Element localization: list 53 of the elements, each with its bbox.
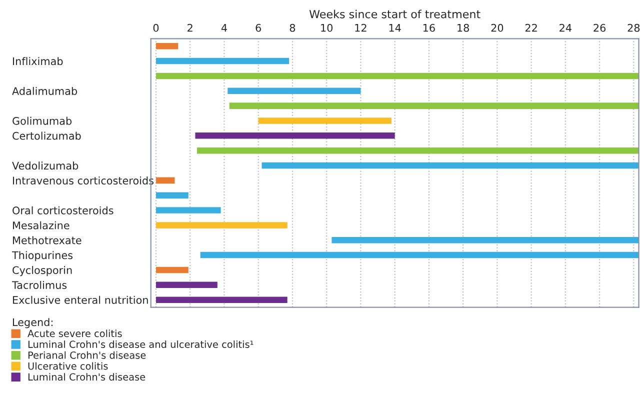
y-tick-label: Mesalazine xyxy=(13,221,70,230)
y-tick-label: Adalimumab xyxy=(12,86,78,95)
x-tick-label: 10 xyxy=(321,24,333,32)
x-tick-label: 24 xyxy=(560,24,572,32)
bar xyxy=(262,162,639,169)
bar xyxy=(156,207,221,214)
bar xyxy=(156,296,288,303)
legend-label: Ulcerative colitis xyxy=(28,362,108,370)
bar xyxy=(156,266,188,274)
bar xyxy=(156,177,175,184)
bar xyxy=(258,118,392,124)
legend-label: Luminal Crohn's disease xyxy=(28,373,146,381)
x-tick-label: 8 xyxy=(290,24,296,32)
x-tick-label: 18 xyxy=(458,24,469,32)
x-tick-label: 4 xyxy=(221,24,227,32)
y-tick-label: Cyclosporin xyxy=(12,266,72,276)
x-axis-title: Weeks since start of treatment xyxy=(309,10,480,18)
legend-label: Acute severe colitis xyxy=(28,330,122,338)
y-tick-label: Vedolizumab xyxy=(12,162,78,170)
bar xyxy=(156,42,178,50)
bar xyxy=(156,72,639,80)
y-tick-label: Methotrexate xyxy=(13,236,82,244)
x-tick-label: 26 xyxy=(594,24,606,32)
bar xyxy=(200,252,639,258)
y-tick-label: Exclusive enteral nutrition xyxy=(13,296,148,304)
x-tick-label: 28 xyxy=(628,24,640,32)
y-tick-label: Intravenous corticosteroids xyxy=(13,176,154,185)
x-tick-label: 0 xyxy=(153,24,159,32)
y-tick-label: Golimumab xyxy=(12,116,72,125)
bar xyxy=(229,102,639,109)
x-tick-label: 20 xyxy=(491,24,504,32)
bar xyxy=(332,236,639,244)
bar xyxy=(228,88,361,94)
x-tick-label: 2 xyxy=(188,24,192,32)
x-tick-label: 16 xyxy=(423,24,435,32)
y-tick-label: Infliximab xyxy=(13,57,63,66)
legend-label: Luminal Crohn's disease and ulcerative colitis¹ xyxy=(28,340,254,348)
legend-label: Perianal Crohn's disease xyxy=(28,351,146,359)
bar xyxy=(156,58,290,64)
x-tick-label: 22 xyxy=(525,24,537,32)
x-tick-label: 14 xyxy=(389,24,401,32)
bar xyxy=(156,282,218,288)
x-tick-label: 6 xyxy=(256,24,262,32)
x-tick-label: 12 xyxy=(355,24,366,32)
legend-title: Legend: xyxy=(12,318,53,328)
bar xyxy=(156,192,188,198)
bar xyxy=(196,147,639,154)
bar xyxy=(156,222,288,228)
y-tick-label: Certolizumab xyxy=(12,132,81,140)
bar xyxy=(195,132,395,139)
y-tick-label: Oral corticosteroids xyxy=(12,206,114,214)
y-tick-label: Thiopurines xyxy=(12,251,73,262)
y-tick-label: Tacrolimus xyxy=(12,280,67,290)
